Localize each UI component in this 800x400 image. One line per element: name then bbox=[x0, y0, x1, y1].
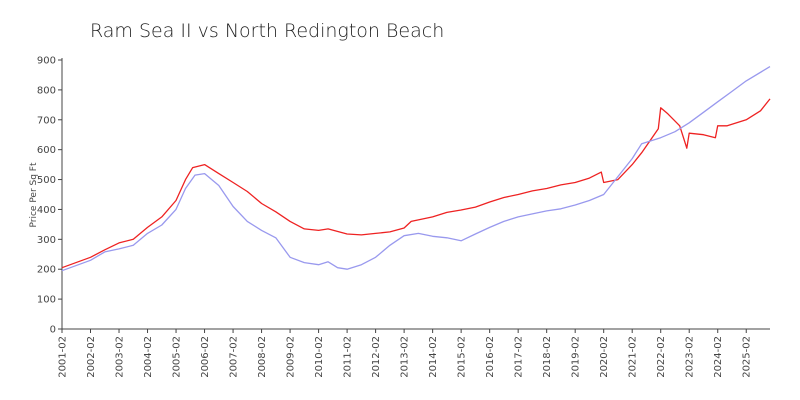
x-tick-label: 2004-02 bbox=[143, 336, 154, 378]
y-tick-label: 300 bbox=[37, 235, 56, 246]
x-tick-label: 2025-02 bbox=[742, 336, 753, 378]
x-tick-label: 2018-02 bbox=[542, 336, 553, 378]
x-tick-label: 2007-02 bbox=[229, 336, 240, 378]
y-tick-label: 800 bbox=[37, 85, 56, 96]
x-tick-label: 2005-02 bbox=[172, 336, 183, 378]
y-tick-label: 700 bbox=[37, 115, 56, 126]
x-tick-label: 2009-02 bbox=[286, 336, 297, 378]
plot-area: 0 100 200 300 400 500 600 700 800 900 2001-02 2002-… bbox=[37, 56, 771, 378]
x-tick-label: 2023-02 bbox=[685, 336, 696, 378]
x-tick-label: 2020-02 bbox=[599, 336, 610, 378]
x-tick-label: 2011-02 bbox=[343, 336, 354, 378]
y-tick-label: 600 bbox=[37, 145, 56, 156]
x-tick-label: 2015-02 bbox=[457, 336, 468, 378]
y-tick-label: 0 bbox=[50, 325, 56, 336]
x-tick-label: 2016-02 bbox=[485, 336, 496, 378]
y-tick-label: 500 bbox=[37, 175, 56, 186]
y-axis-label: Price Per Sq Ft bbox=[29, 162, 39, 227]
x-tick-label: 2013-02 bbox=[400, 336, 411, 378]
x-tick-label: 2021-02 bbox=[628, 336, 639, 378]
x-tick-label: 2008-02 bbox=[257, 336, 268, 378]
y-tick-label: 200 bbox=[37, 265, 56, 276]
x-tick-label: 2010-02 bbox=[314, 336, 325, 378]
y-tick-label: 900 bbox=[37, 56, 56, 67]
series-line-1 bbox=[61, 98, 771, 269]
x-tick-label: 2012-02 bbox=[371, 336, 382, 378]
x-tick-label: 2019-02 bbox=[571, 336, 582, 378]
x-tick-label: 2022-02 bbox=[656, 336, 667, 378]
x-tick-label: 2002-02 bbox=[86, 336, 97, 378]
y-tick-label: 100 bbox=[37, 295, 56, 306]
y-tick-label: 400 bbox=[37, 205, 56, 216]
x-tick-label: 2024-02 bbox=[713, 336, 724, 378]
x-tick-label: 2006-02 bbox=[200, 336, 211, 378]
x-tick-label: 2001-02 bbox=[58, 336, 69, 378]
x-tick-label: 2003-02 bbox=[115, 336, 126, 378]
chart-title: Ram Sea II vs North Redington Beach bbox=[90, 20, 444, 42]
series-line-2 bbox=[61, 66, 771, 272]
x-tick-label: 2017-02 bbox=[514, 336, 525, 378]
x-tick-label: 2014-02 bbox=[428, 336, 439, 378]
